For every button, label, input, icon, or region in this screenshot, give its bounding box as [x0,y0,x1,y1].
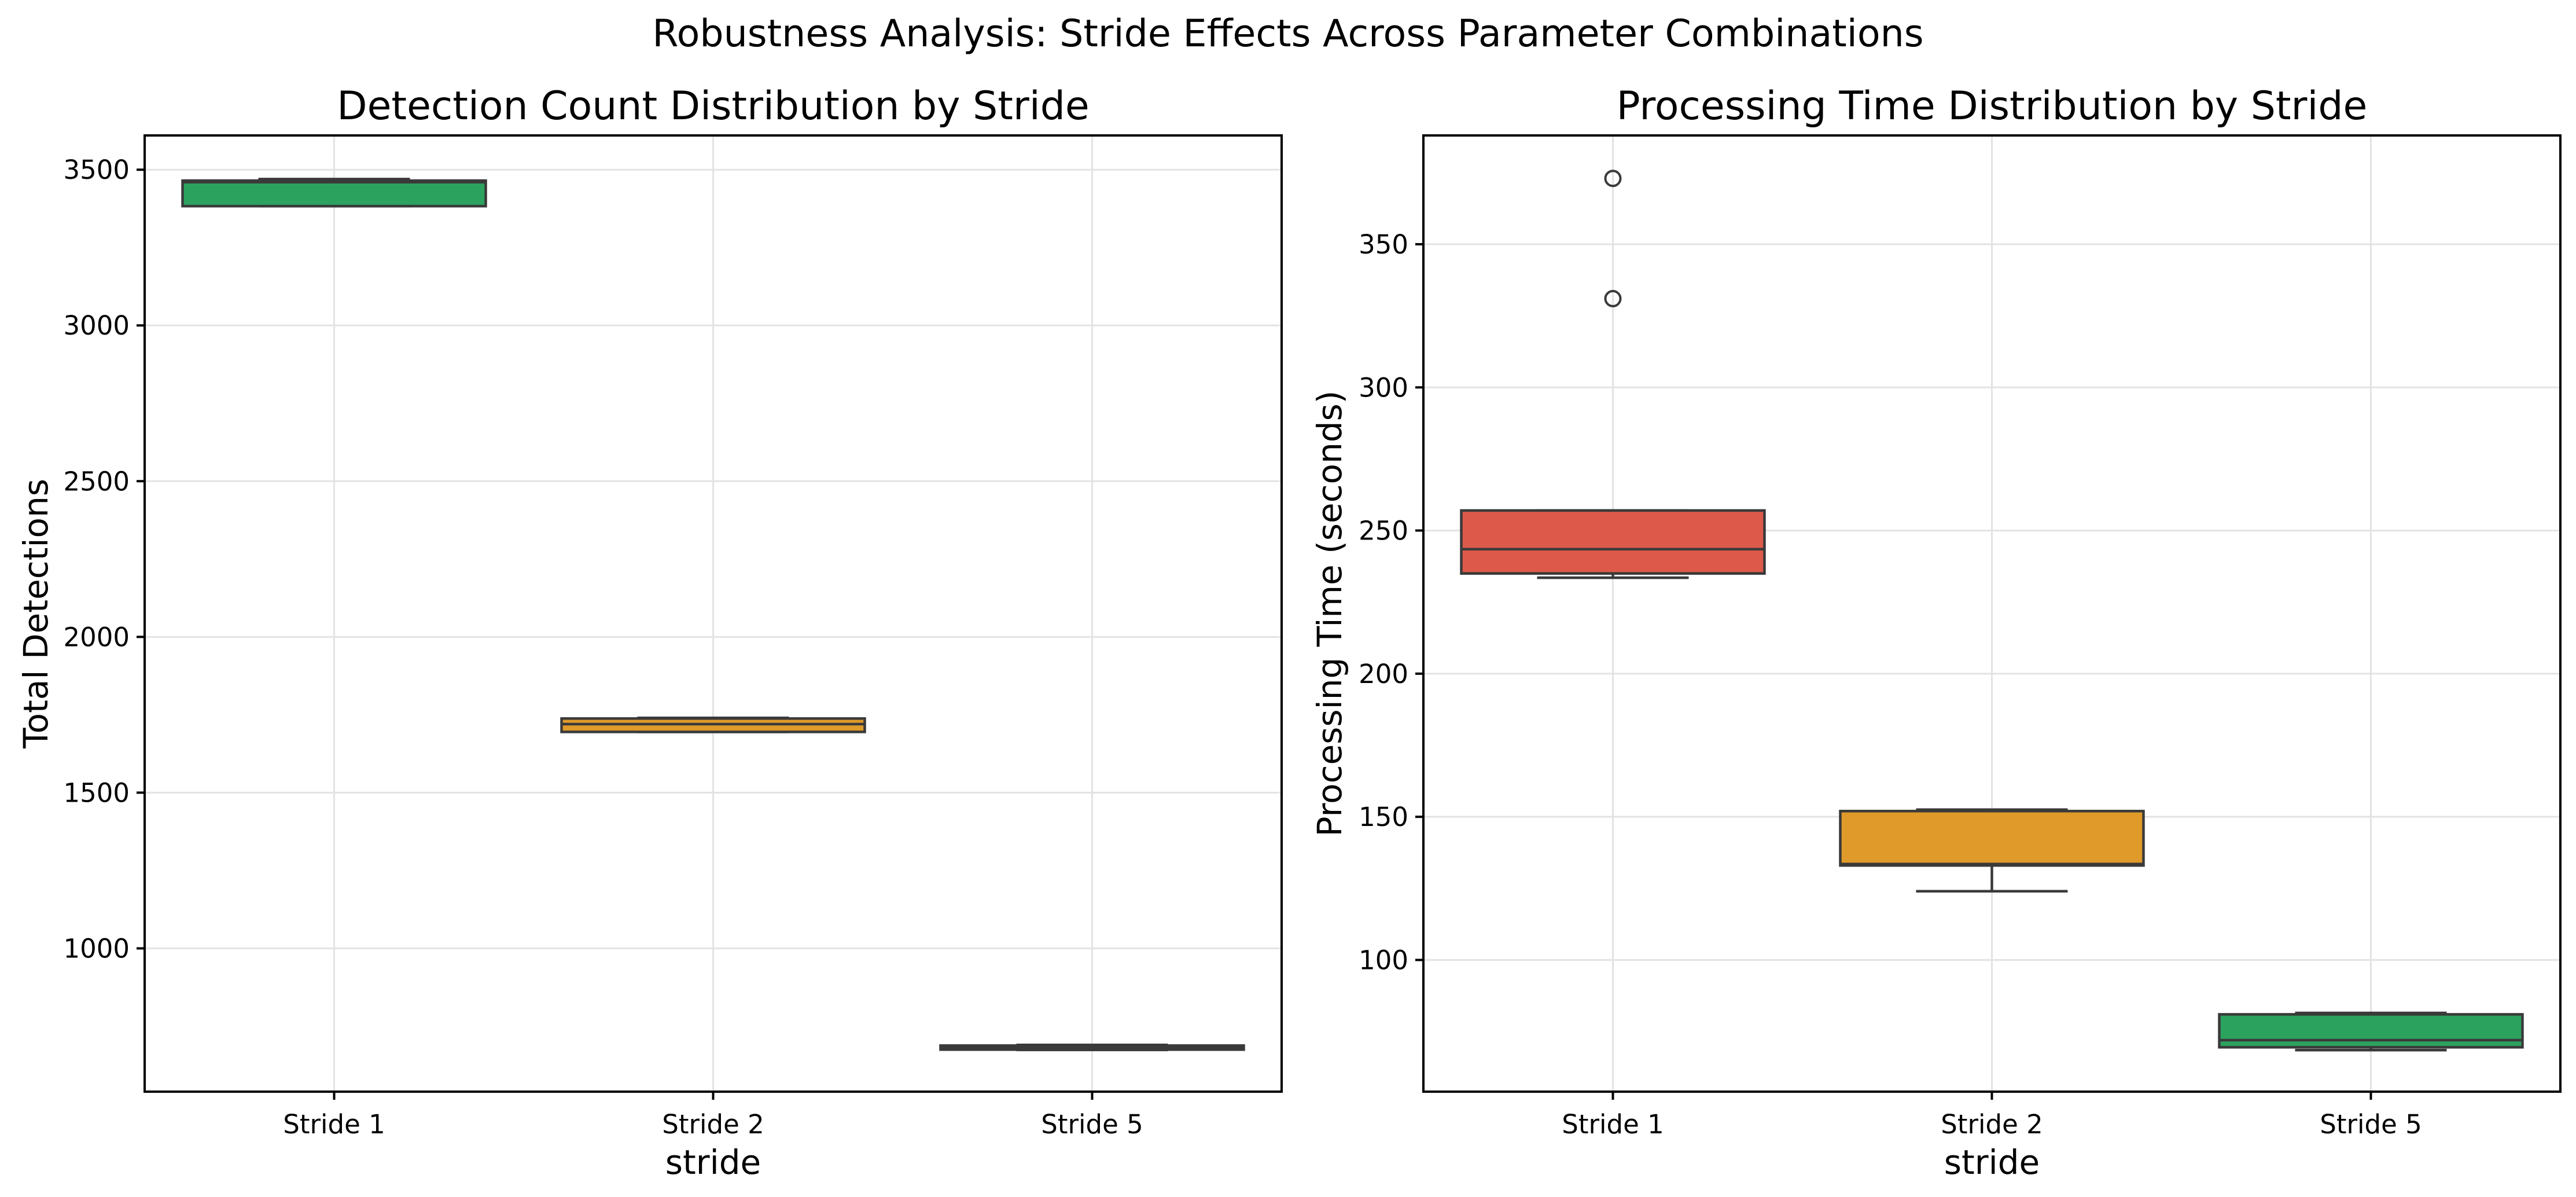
y-tick-label: 1000 [63,933,130,964]
box-stride-2[interactable] [1839,808,2145,893]
box-stride-2[interactable] [560,717,866,733]
panel-2: 100 150 200 250 300 350 Stride 1 Stride 2 Stride… [1310,83,2562,1182]
y-tick-label: 3000 [63,310,130,341]
y-tick-label: 2500 [63,466,130,497]
box-body[interactable] [1839,810,2145,867]
y-tick-label: 350 [1359,229,1408,260]
x-axis-label: stride [1944,1143,2040,1182]
panel-title: Processing Time Distribution by Stride [1617,83,2368,129]
panel-1: 1000 1500 2000 2500 3000 3500 Stride 1 Stride 2… [16,83,1283,1182]
box-stride-1[interactable] [181,178,487,208]
y-tick-label: 250 [1359,516,1408,546]
box-stride-1[interactable] [1460,170,1766,579]
x-tick-label: Stride 5 [2320,1109,2422,1140]
figure-title: Robustness Analysis: Stride Effects Acro… [652,12,1923,56]
y-tick-label: 2000 [63,622,130,652]
outlier-point[interactable] [1604,289,1622,307]
box-stride-5[interactable] [2218,1011,2524,1052]
x-tick-label: Stride 1 [283,1109,385,1140]
y-tick-label: 200 [1359,659,1408,689]
y-axis-label: Total Detections [16,479,56,749]
x-tick-label: Stride 1 [1562,1109,1664,1140]
box-body[interactable] [1460,509,1766,575]
y-axis-label: Processing Time (seconds) [1310,391,1349,837]
x-tick-label: Stride 2 [1941,1109,2043,1140]
box-body[interactable] [181,179,487,208]
y-tick-label: 3500 [63,155,130,185]
panel-title: Detection Count Distribution by Stride [337,83,1090,129]
y-tick-label: 1500 [63,777,130,808]
x-tick-label: Stride 2 [662,1109,764,1140]
x-tick-label: Stride 5 [1041,1109,1143,1140]
outlier-point[interactable] [1604,170,1622,188]
box-stride-5[interactable] [939,1044,1245,1052]
y-tick-label: 150 [1359,802,1408,832]
y-tick-label: 100 [1359,945,1408,975]
x-axis-label: stride [665,1143,761,1182]
box-body[interactable] [2218,1013,2524,1049]
y-tick-label: 300 [1359,372,1408,403]
